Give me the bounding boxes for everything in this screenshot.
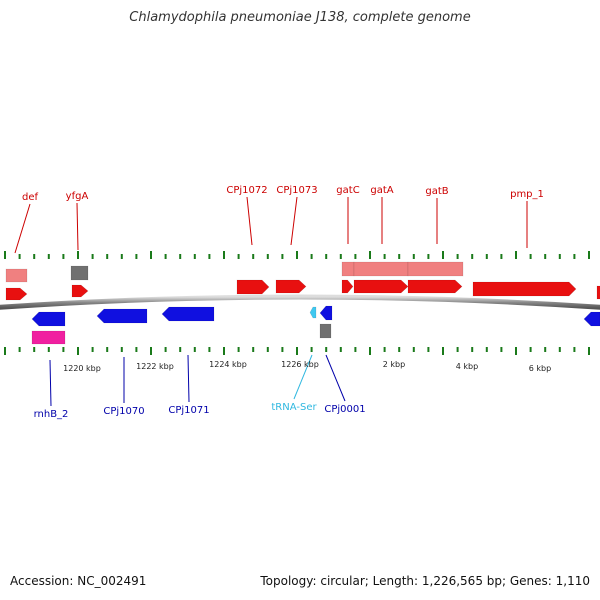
feature-yfgA xyxy=(71,284,89,298)
accession-text: Accession: NC_002491 xyxy=(10,574,147,588)
leader-line xyxy=(246,196,253,246)
feature-gatA xyxy=(353,261,409,277)
feature-label-CPj1072: CPj1072 xyxy=(226,185,267,196)
feature-rnhB_2 xyxy=(31,311,66,327)
leader-line xyxy=(14,203,31,254)
leader-line xyxy=(325,354,346,402)
leader-line xyxy=(187,354,190,403)
feature-label-CPj0001: CPj0001 xyxy=(324,404,365,415)
leader-line xyxy=(49,359,52,407)
feature-rnhB_2 xyxy=(31,330,66,345)
feature-label-gatB: gatB xyxy=(425,186,448,197)
feature-edge-reverse xyxy=(583,311,600,327)
feature-label-rnhB_2: rnhB_2 xyxy=(34,409,69,420)
genome-summary: Topology: circular; Length: 1,226,565 bp… xyxy=(260,574,590,588)
feature-label-def: def xyxy=(22,192,39,203)
tick-marks-top xyxy=(4,251,590,259)
scale-labels: 1220 kbp 1222 kbp 1224 kbp 1226 kbp 2 kbp 4 k… xyxy=(63,360,551,373)
scale-label: 1224 kbp xyxy=(209,360,247,369)
feature-labels: def yfgA CPj1072 CPj1073 gatC gatA gatB pmp_1rn… xyxy=(22,185,544,420)
feature-CPj1071 xyxy=(161,306,215,322)
feature-label-CPj1071: CPj1071 xyxy=(168,405,209,416)
scale-label: 1220 kbp xyxy=(63,364,101,373)
feature-gatC xyxy=(341,279,354,294)
feature-label-tRNA-Ser: tRNA-Ser xyxy=(271,402,317,413)
feature-label-pmp_1: pmp_1 xyxy=(510,189,544,200)
feature-def xyxy=(5,287,28,301)
feature-yfgA xyxy=(70,265,89,281)
feature-CPj1072 xyxy=(236,279,270,295)
feature-label-yfgA: yfgA xyxy=(66,191,89,202)
scale-label: 4 kbp xyxy=(456,362,478,371)
scale-label: 1226 kbp xyxy=(281,360,319,369)
feature-pmp_1 xyxy=(472,281,577,297)
feature-gatB xyxy=(407,261,464,277)
page-title: Chlamydophila pneumoniae J138, complete … xyxy=(129,10,471,25)
feature-gatC xyxy=(341,261,355,277)
tick-marks-bottom xyxy=(4,347,590,355)
feature-gatB xyxy=(407,279,463,294)
feature-layer xyxy=(5,261,600,345)
feature-tRNA-Ser xyxy=(309,306,317,319)
genome-backbone xyxy=(0,294,600,310)
feature-CPj0001 xyxy=(319,323,332,339)
feature-label-CPj1073: CPj1073 xyxy=(276,185,317,196)
feature-label-gatA: gatA xyxy=(370,185,393,196)
feature-CPj0001 xyxy=(319,305,333,321)
feature-CPj1070 xyxy=(96,308,148,324)
leader-line xyxy=(76,202,79,251)
leader-line xyxy=(293,354,313,400)
scale-label: 6 kbp xyxy=(529,364,551,373)
feature-CPj1073 xyxy=(275,279,307,294)
feature-gatA xyxy=(353,279,409,294)
scale-label: 2 kbp xyxy=(383,360,405,369)
leader-line xyxy=(290,196,298,246)
scale-label: 1222 kbp xyxy=(136,362,174,371)
feature-label-gatC: gatC xyxy=(336,185,359,196)
feature-def xyxy=(5,268,28,283)
label-leader-lines xyxy=(14,196,528,407)
feature-label-CPj1070: CPj1070 xyxy=(103,406,144,417)
